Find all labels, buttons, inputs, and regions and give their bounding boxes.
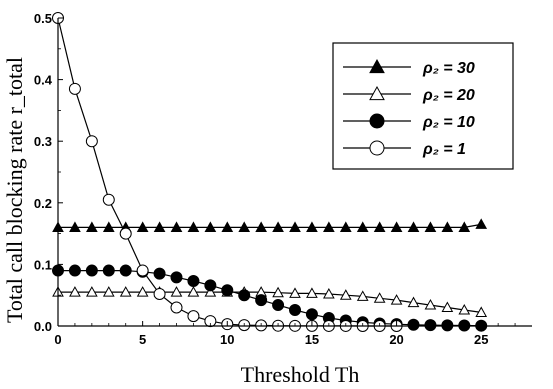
data-point bbox=[238, 221, 251, 232]
series-line bbox=[58, 270, 482, 327]
legend-marker bbox=[369, 140, 385, 156]
x-tick-label: 20 bbox=[389, 332, 403, 347]
legend-label: ρ₂ = 20 bbox=[422, 87, 475, 104]
data-point bbox=[390, 294, 403, 305]
data-point bbox=[170, 221, 183, 232]
data-point bbox=[458, 303, 471, 315]
data-point bbox=[102, 264, 115, 277]
data-point bbox=[407, 221, 420, 232]
data-point bbox=[170, 301, 183, 314]
data-point bbox=[305, 308, 318, 321]
data-point bbox=[136, 264, 149, 277]
data-point bbox=[187, 275, 200, 288]
data-point bbox=[441, 301, 454, 313]
data-point bbox=[86, 221, 98, 232]
data-point bbox=[170, 271, 183, 284]
axes: 0 5 10 15 20 25 0.0 0.1 0.2 0.3 0.4 0.5 bbox=[34, 11, 532, 347]
data-point bbox=[153, 267, 166, 280]
data-point bbox=[255, 294, 268, 307]
y-tick-label: 0.4 bbox=[34, 73, 53, 88]
data-point bbox=[289, 221, 301, 232]
x-tick-label: 10 bbox=[220, 332, 234, 347]
data-point bbox=[356, 290, 369, 301]
data-point bbox=[69, 221, 81, 232]
data-point bbox=[272, 299, 285, 312]
data-point bbox=[153, 287, 166, 300]
y-axis-title: Total call blocking rate r_total bbox=[2, 57, 27, 323]
data-point bbox=[373, 292, 386, 303]
data-point bbox=[102, 193, 115, 206]
data-point bbox=[136, 286, 149, 297]
data-point bbox=[390, 221, 403, 232]
data-point bbox=[153, 221, 166, 232]
y-tick-label: 0.1 bbox=[34, 257, 52, 272]
data-point bbox=[458, 221, 471, 232]
data-point bbox=[306, 287, 318, 298]
data-point bbox=[86, 286, 98, 297]
y-tick-label: 0.5 bbox=[34, 11, 52, 26]
data-point bbox=[204, 279, 217, 292]
x-tick-label: 0 bbox=[54, 332, 61, 347]
data-point bbox=[119, 264, 132, 277]
legend: ρ₂ = 30 ρ₂ = 20 ρ₂ = 10 ρ₂ = 1 bbox=[332, 42, 514, 170]
data-point bbox=[204, 286, 217, 297]
data-point bbox=[255, 221, 267, 232]
data-point bbox=[289, 303, 301, 316]
data-point bbox=[272, 221, 284, 232]
x-tick-label: 15 bbox=[305, 332, 319, 347]
data-point bbox=[170, 286, 183, 297]
series-1 bbox=[52, 218, 488, 232]
legend-marker bbox=[369, 58, 385, 74]
legend-marker bbox=[369, 113, 385, 129]
y-tick-label: 0.3 bbox=[34, 134, 52, 149]
data-point bbox=[475, 218, 488, 229]
data-point bbox=[85, 135, 98, 148]
data-point bbox=[373, 221, 386, 232]
data-point bbox=[68, 264, 81, 277]
series-3 bbox=[52, 264, 488, 332]
data-point bbox=[407, 296, 420, 308]
legend-marker bbox=[369, 85, 385, 101]
data-point bbox=[221, 284, 234, 297]
data-point bbox=[475, 306, 488, 317]
series-2 bbox=[52, 286, 488, 317]
data-point bbox=[441, 221, 454, 232]
legend-label: ρ₂ = 30 bbox=[422, 60, 475, 77]
data-point bbox=[85, 264, 98, 277]
data-point bbox=[272, 286, 284, 298]
data-point bbox=[102, 221, 115, 232]
data-point bbox=[323, 287, 335, 299]
x-axis-title: Threshold Th bbox=[241, 362, 360, 387]
data-point bbox=[68, 82, 81, 95]
data-point bbox=[102, 286, 115, 297]
y-tick-label: 0.2 bbox=[34, 196, 52, 211]
data-point bbox=[289, 287, 301, 298]
data-point bbox=[306, 221, 318, 232]
y-tick-label: 0.0 bbox=[34, 319, 52, 334]
data-point bbox=[69, 286, 81, 297]
data-point bbox=[356, 221, 369, 232]
data-point bbox=[187, 310, 200, 323]
legend-label: ρ₂ = 1 bbox=[422, 141, 466, 158]
data-point bbox=[187, 286, 200, 297]
x-tick-label: 25 bbox=[474, 332, 488, 347]
legend-label: ρ₂ = 10 bbox=[422, 114, 475, 131]
data-point bbox=[238, 289, 251, 302]
data-point bbox=[119, 227, 132, 240]
data-point bbox=[424, 299, 437, 310]
data-point bbox=[323, 221, 335, 232]
data-point bbox=[136, 221, 149, 232]
data-point bbox=[424, 221, 437, 232]
data-point bbox=[119, 286, 132, 297]
data-point bbox=[221, 221, 234, 232]
x-tick-label: 5 bbox=[139, 332, 146, 347]
data-point bbox=[187, 221, 200, 232]
data-point bbox=[339, 289, 352, 300]
data-point bbox=[204, 221, 217, 232]
data-point bbox=[339, 221, 352, 232]
